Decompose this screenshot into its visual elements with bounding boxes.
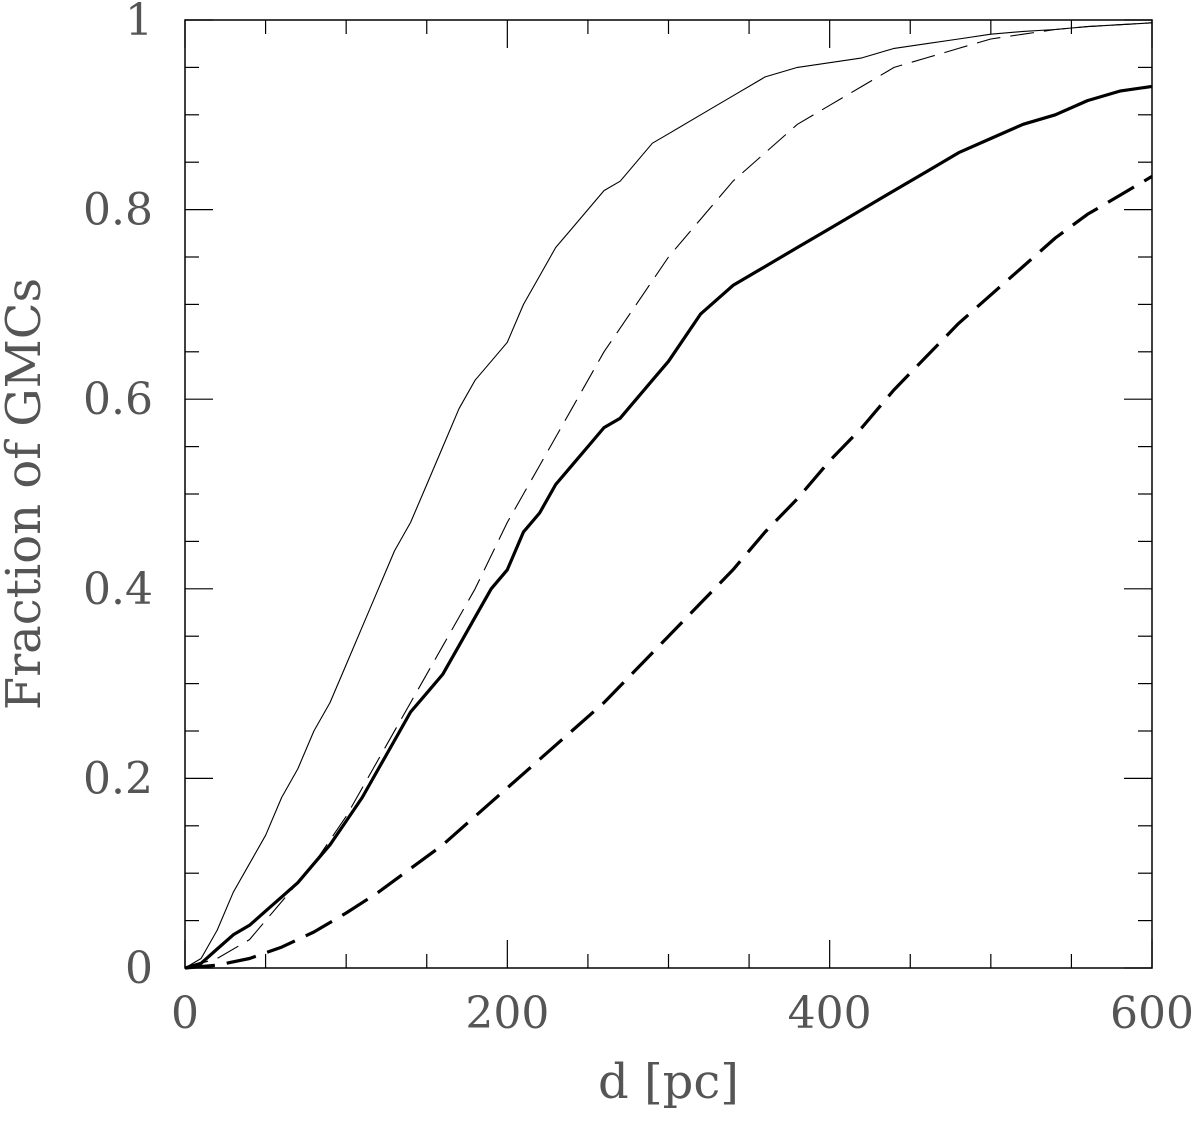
y-axis-title: Fraction of GMCs <box>0 278 52 710</box>
y-tick-label: 0 <box>125 943 153 994</box>
x-axis-title: d [pc] <box>598 1054 739 1110</box>
series-thick-solid-line <box>184 84 1153 970</box>
y-tick-label: 0.6 <box>83 374 153 425</box>
plot-frame <box>184 19 1153 969</box>
x-tick-labels: 0 200 400 600 <box>171 988 1194 1039</box>
y-tick-label: 0.4 <box>83 564 153 615</box>
series-thick-dashed-line <box>184 175 1153 970</box>
y-tick-label: 0.2 <box>83 753 153 804</box>
series-thin-solid-line <box>184 22 1153 969</box>
series-group <box>184 22 1153 970</box>
y-tick-labels: 0 0.2 0.4 0.6 0.8 1 <box>83 0 153 994</box>
x-tick-label: 0 <box>171 988 199 1039</box>
series-thin-dashed-line <box>184 22 1153 969</box>
y-tick-label: 0.8 <box>83 185 153 236</box>
x-tick-label: 400 <box>788 988 872 1039</box>
x-tick-label: 600 <box>1110 988 1194 1039</box>
y-tick-label: 1 <box>125 0 153 46</box>
x-tick-label: 200 <box>465 988 549 1039</box>
